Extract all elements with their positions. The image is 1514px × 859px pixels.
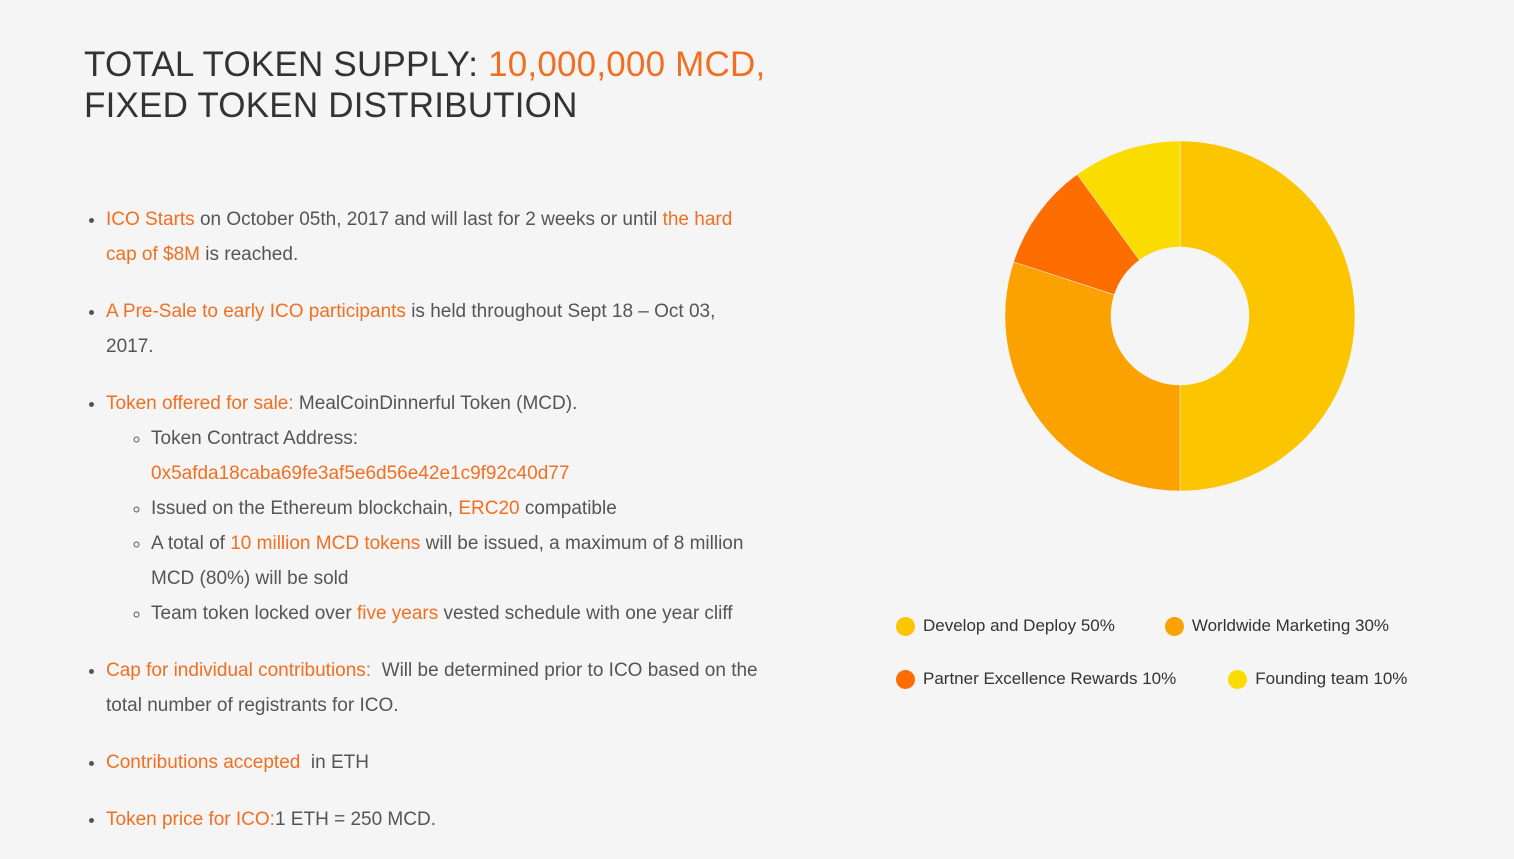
- contract-address: 0x5afda18caba69fe3af5e6d56e42e1c9f92c40d…: [151, 463, 570, 484]
- donut-slice-founding[interactable]: [1076, 140, 1181, 261]
- price-highlight: Token price for ICO:: [106, 809, 275, 830]
- legend-item-partner[interactable]: Partner Excellence Rewards 10%: [896, 669, 1176, 689]
- ico-start-highlight: ICO Starts: [106, 209, 195, 230]
- legend-label-partner: Partner Excellence Rewards 10%: [923, 669, 1177, 688]
- token-offered-highlight: Token offered for sale:: [106, 393, 294, 414]
- legend-swatch-marketing: [1164, 616, 1184, 636]
- ico-start-text-end: is reached.: [200, 244, 299, 265]
- list-item-contributions: Contributions accepted in ETH: [106, 745, 766, 780]
- legend-item-founding[interactable]: Founding team 10%: [1228, 669, 1407, 689]
- cap-highlight: Cap for individual contributions:: [106, 660, 372, 681]
- chart-legend: Develop and Deploy 50% Worldwide Marketi…: [896, 608, 1456, 714]
- list-item-token-offered: Token offered for sale: MealCoinDinnerfu…: [106, 386, 766, 631]
- issued-text-end: compatible: [519, 498, 617, 519]
- donut-slice-develop[interactable]: [1179, 140, 1356, 492]
- legend-swatch-founding: [1228, 669, 1248, 689]
- contributions-text: in ETH: [300, 752, 369, 773]
- title-prefix: TOTAL TOKEN SUPPLY:: [84, 45, 489, 84]
- distribution-donut-chart: [1000, 138, 1360, 494]
- total-text-end: will be issued, a maximum of 8 million M…: [151, 533, 744, 589]
- token-details-sublist: Token Contract Address: 0x5afda18caba69f…: [106, 421, 766, 631]
- legend-item-marketing[interactable]: Worldwide Marketing 30%: [1164, 616, 1390, 636]
- legend-swatch-partner: [896, 669, 915, 689]
- donut-svg: [1004, 140, 1356, 492]
- sublist-item-issued: Issued on the Ethereum blockchain, ERC20…: [151, 491, 766, 526]
- list-item-price: Token price for ICO:1 ETH = 250 MCD.: [106, 802, 766, 837]
- contract-label: Token Contract Address:: [151, 428, 358, 449]
- legend-item-develop[interactable]: Develop and Deploy 50%: [896, 616, 1115, 636]
- title-supply-highlight: 10,000,000 MCD,: [488, 45, 766, 84]
- list-item-presale: A Pre-Sale to early ICO participants is …: [106, 294, 766, 364]
- donut-slice-marketing[interactable]: [1004, 261, 1181, 492]
- list-item-ico-start: ICO Starts on October 05th, 2017 and wil…: [106, 202, 766, 272]
- sublist-item-team: Team token locked over five years vested…: [151, 596, 766, 631]
- presale-highlight: A Pre-Sale to early ICO participants: [106, 301, 406, 322]
- total-highlight: 10 million MCD tokens: [230, 533, 421, 554]
- legend-swatch-develop: [896, 616, 915, 636]
- sublist-item-total: A total of 10 million MCD tokens will be…: [151, 526, 766, 596]
- legend-label-founding: Founding team 10%: [1255, 669, 1408, 688]
- price-text: 1 ETH = 250 MCD.: [274, 809, 436, 830]
- token-offered-text: MealCoinDinnerful Token (MCD).: [293, 393, 578, 414]
- total-text: A total of: [151, 533, 231, 554]
- team-highlight: five years: [356, 603, 439, 624]
- team-text: Team token locked over: [151, 603, 357, 624]
- sublist-item-contract: Token Contract Address: 0x5afda18caba69f…: [151, 421, 766, 491]
- hard-cap-highlight: the hard cap of $8M: [106, 209, 733, 265]
- team-text-end: vested schedule with one year cliff: [438, 603, 733, 624]
- legend-row: Partner Excellence Rewards 10% Founding …: [896, 661, 1456, 697]
- title-line-2: FIXED TOKEN DISTRIBUTION: [84, 86, 578, 125]
- cap-text: Will be determined prior to ICO based on…: [106, 660, 763, 716]
- contributions-highlight: Contributions accepted: [106, 752, 301, 773]
- presale-text: is held throughout Sept 18 – Oct 03, 201…: [106, 301, 716, 357]
- legend-label-develop: Develop and Deploy 50%: [923, 616, 1115, 635]
- issued-text: Issued on the Ethereum blockchain,: [151, 498, 459, 519]
- ico-start-text: on October 05th, 2017 and will last for …: [194, 209, 663, 230]
- list-item-cap: Cap for individual contributions: Will b…: [106, 653, 766, 723]
- token-info-list: ICO Starts on October 05th, 2017 and wil…: [66, 202, 766, 859]
- page-title: TOTAL TOKEN SUPPLY: 10,000,000 MCD, FIXE…: [84, 44, 765, 126]
- erc20-highlight: ERC20: [458, 498, 520, 519]
- legend-label-marketing: Worldwide Marketing 30%: [1191, 616, 1390, 635]
- legend-row: Develop and Deploy 50% Worldwide Marketi…: [896, 608, 1456, 644]
